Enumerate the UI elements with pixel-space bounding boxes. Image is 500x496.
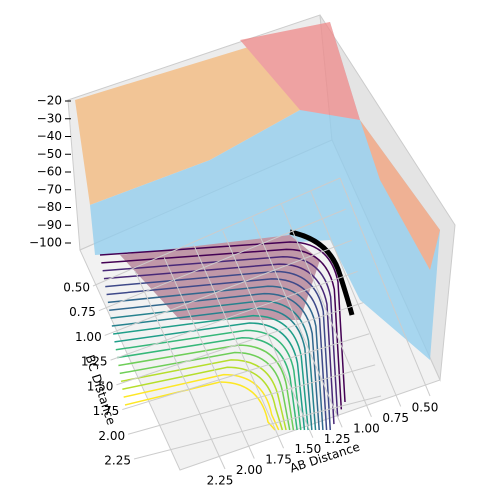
surface-right — [360, 120, 440, 270]
y-grid-line — [128, 364, 376, 435]
z-tick-label: −30 — [37, 111, 62, 125]
x-grid-line — [134, 270, 226, 470]
z-tick-label: −60 — [37, 165, 62, 179]
contour — [101, 248, 343, 410]
y-tick-label: 1.00 — [75, 330, 102, 344]
y-grid-line — [122, 333, 370, 411]
y-grid-line — [104, 239, 352, 336]
z-tick-label: −20 — [37, 94, 62, 108]
contour — [107, 285, 324, 431]
x-tick-label: 0.75 — [382, 411, 409, 425]
x-grid-line — [222, 230, 314, 438]
contour — [115, 329, 302, 431]
y-tick-label: 1.25 — [81, 355, 108, 369]
y-grid-line — [92, 177, 341, 287]
x-grid-line — [251, 217, 343, 428]
contour — [111, 307, 313, 431]
contour — [113, 314, 309, 431]
y-tick-label: 2.25 — [104, 454, 131, 468]
z-tick-label: −40 — [37, 129, 62, 143]
x-grid-line — [163, 257, 255, 459]
z-tick-label: −70 — [37, 182, 62, 196]
x-tick-label: 1.00 — [353, 421, 380, 435]
contour — [105, 270, 332, 431]
contour — [124, 381, 276, 431]
y-tick-label: 2.00 — [98, 429, 125, 443]
x-grid-line — [310, 191, 402, 407]
contour — [122, 366, 284, 431]
y-tick-label: 0.50 — [63, 281, 90, 295]
contour — [118, 344, 295, 431]
y-tick-label: 1.75 — [93, 404, 120, 418]
contour — [120, 359, 287, 431]
x-tick-label: 0.50 — [412, 401, 439, 415]
contour — [114, 322, 306, 431]
surface — [75, 22, 440, 360]
contour — [109, 292, 320, 431]
x-tick-label: 2.00 — [236, 463, 263, 477]
x-tick-label: 1.25 — [324, 432, 351, 446]
x-grid-line — [193, 244, 285, 449]
contour — [102, 255, 339, 417]
contours — [99, 241, 346, 431]
x-tick-label: 2.25 — [207, 474, 234, 488]
x-grid-line — [280, 204, 372, 418]
x-grid-line — [339, 177, 431, 397]
y-tick-label: 0.75 — [69, 305, 96, 319]
y-tick-label: 1.50 — [87, 379, 114, 393]
y-grid-line — [133, 395, 382, 460]
z-tick-label: −80 — [37, 200, 62, 214]
x-tick-label: 1.50 — [294, 442, 321, 456]
y-grid-line — [116, 302, 364, 386]
y-grid-line — [98, 208, 347, 312]
surface-peak — [240, 22, 360, 120]
trajectory — [289, 229, 355, 316]
z-tick-label: −90 — [37, 218, 62, 232]
x-tick-label: 1.75 — [265, 453, 292, 467]
surface-valley — [120, 235, 320, 320]
z-tick-label: −100 — [29, 236, 62, 250]
z-tick-label: −50 — [37, 147, 62, 161]
